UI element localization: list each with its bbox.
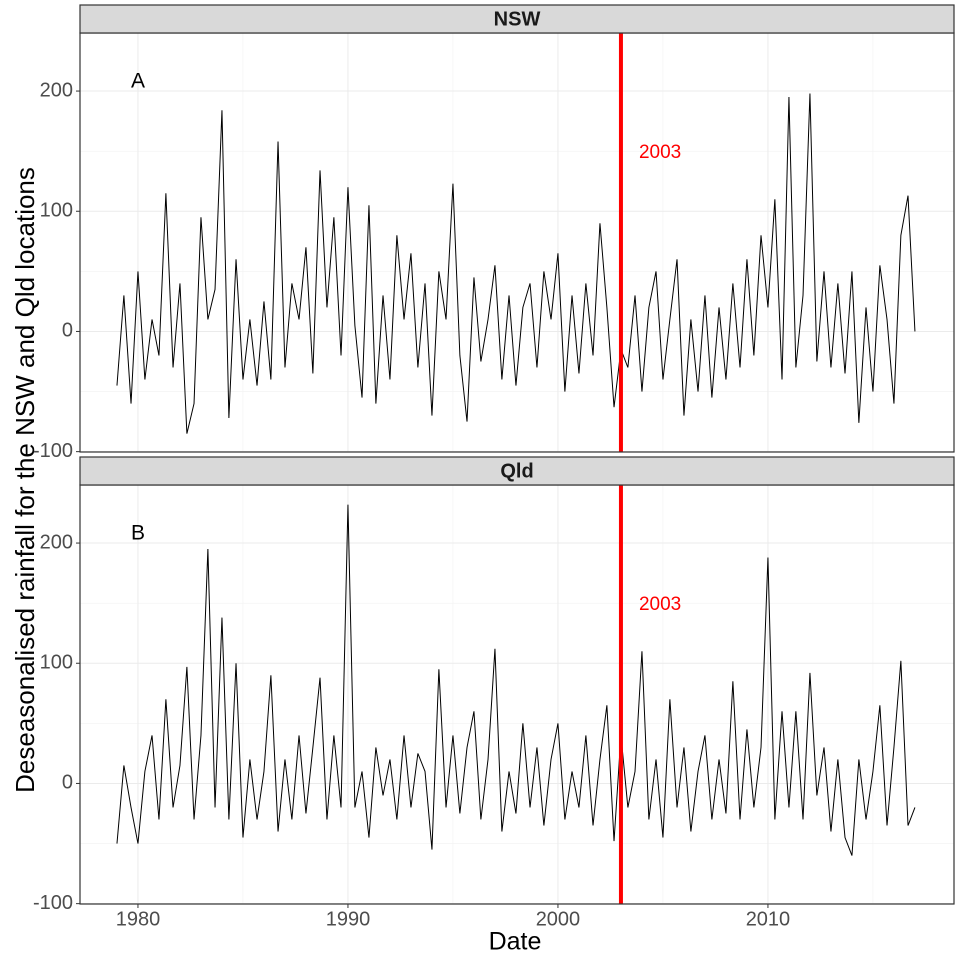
x-tick-label: 2010 — [746, 908, 791, 930]
strip — [79, 4, 955, 34]
panel-label: B — [131, 522, 145, 545]
reference-label: 2003 — [639, 594, 681, 615]
panel-background — [80, 33, 954, 452]
reference-label: 2003 — [639, 142, 681, 163]
data-line — [116, 93, 916, 434]
y-tick-label: 100 — [40, 652, 73, 674]
y-tick-label: 0 — [62, 772, 73, 794]
y-tick-label: 200 — [40, 79, 73, 101]
x-tick-label: 1990 — [326, 908, 371, 930]
y-tick-label: 200 — [40, 531, 73, 553]
x-tick-label: 2000 — [536, 908, 581, 930]
strip-title: Qld — [500, 460, 533, 482]
data-line — [116, 504, 916, 856]
y-tick-label: 100 — [40, 200, 73, 222]
x-axis-title: Date — [489, 928, 542, 956]
strip — [79, 456, 955, 486]
panel-background — [80, 485, 954, 904]
panel-label: A — [131, 70, 145, 93]
y-tick-label: -100 — [33, 892, 73, 914]
y-tick-label: 0 — [62, 320, 73, 342]
y-axis-title: Deseasonalised rainfall for the NSW and … — [10, 167, 40, 793]
x-tick-label: 1980 — [116, 908, 161, 930]
strip-title: NSW — [494, 8, 541, 30]
y-tick-label: -100 — [33, 440, 73, 462]
